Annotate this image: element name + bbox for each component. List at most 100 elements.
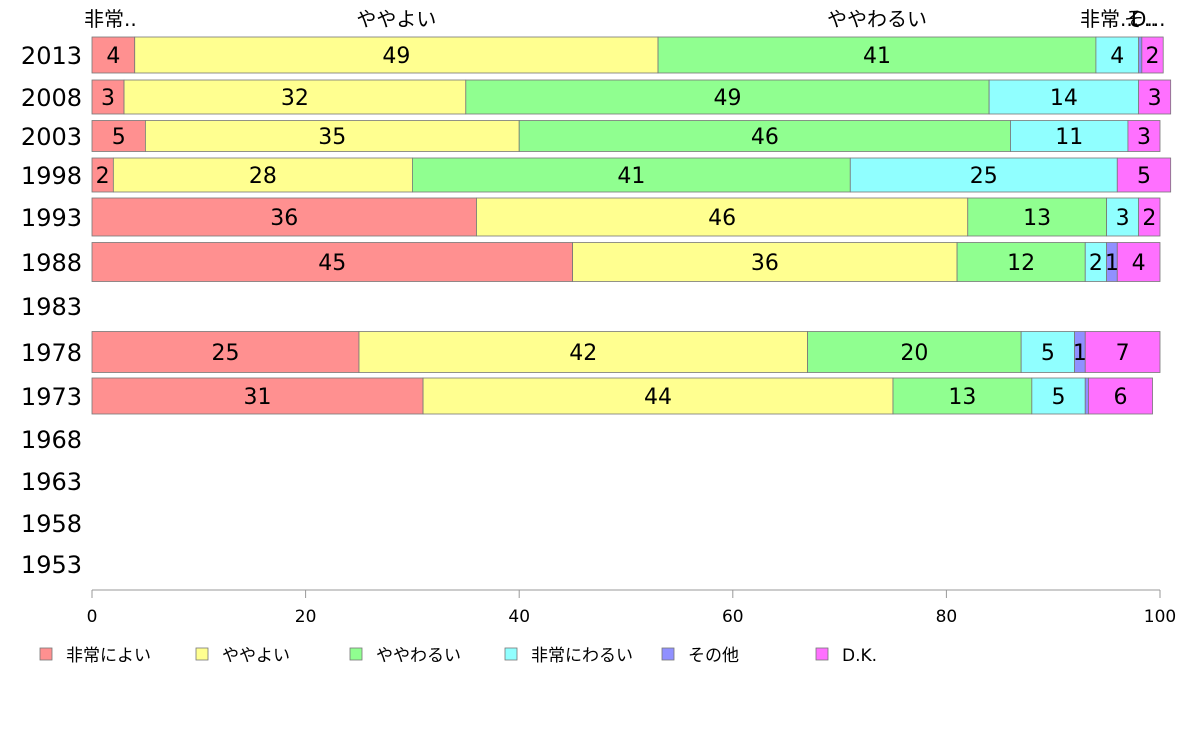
bar-value-label: 3 [1137,125,1151,150]
bar-value-label: 32 [281,86,309,111]
bar-value-label: 1 [1073,341,1087,366]
bar-segment [91,79,125,115]
legend-label: その他 [688,646,739,666]
top-series-label: 非常... [1080,7,1139,31]
bar-value-label: 46 [708,206,736,231]
bar-segment [1138,36,1143,74]
bar-segment [1088,377,1153,415]
bar-segment [465,79,990,115]
bar-value-label: 3 [101,86,115,111]
bar-value-label: 2 [96,164,110,189]
bar-value-label: 13 [948,385,976,410]
legend-label: ややよい [222,646,290,666]
top-series-label: ややよい [356,7,436,31]
bar-value-label: 25 [212,341,240,366]
bar-value-label: 35 [318,125,346,150]
bar-segment [91,120,146,152]
bar-value-label: 1 [1105,251,1119,276]
bar-value-label: 11 [1055,125,1083,150]
bar-value-label: 41 [617,164,645,189]
year-label: 1953 [21,551,82,579]
bar-value-label: 36 [751,251,779,276]
x-tick-label: 60 [722,607,744,627]
year-label: 2008 [21,84,82,112]
legend-swatch [195,647,209,661]
bar-value-label: 36 [270,206,298,231]
x-tick-label: 40 [508,607,530,627]
bar-segment [1138,197,1161,237]
bar-value-label: 6 [1113,385,1127,410]
bar-value-label: 5 [1052,385,1066,410]
bar-segment [807,331,1022,373]
legend-swatch [815,647,829,661]
bar-segment [1010,120,1129,152]
bar-segment [849,157,1118,193]
year-label: 1973 [21,383,82,411]
year-label: 1998 [21,162,82,190]
year-label: 1993 [21,204,82,232]
bar-value-label: 12 [1007,251,1035,276]
bar-segment [144,120,520,152]
bars: 4 49 41 4 23 32 49 14 35 35 46 11 32 28 41 25 536 46 13 3 24… [91,36,1172,415]
bar-segment [1138,79,1172,115]
top-series-label: 非常.. [84,7,137,31]
bar-segment [112,157,413,193]
bar-segment [91,36,136,74]
bar-segment [1116,157,1172,193]
legend-label: 非常にわるい [531,646,633,666]
bar-segment [411,157,851,193]
bar-segment [988,79,1140,115]
top-labels: 非常.. ややよい ややわるい 非常...そ..D... [84,7,1165,31]
bar-segment [91,377,424,415]
bar-value-label: 42 [569,341,597,366]
bar-value-label: 5 [112,125,126,150]
bar-value-label: 14 [1050,86,1078,111]
bar-value-label: 31 [244,385,272,410]
bar-value-label: 4 [1110,44,1124,69]
bar-value-label: 2 [1089,251,1103,276]
bar-value-label: 2 [1146,44,1160,69]
x-tick-label: 0 [87,607,98,627]
bar-value-label: 28 [249,164,277,189]
year-label: 1988 [21,249,82,277]
bar-segment [572,242,958,282]
bar-value-label: 4 [1132,251,1146,276]
year-label: 1978 [21,339,82,367]
year-label: 1958 [21,510,82,538]
legend: 非常によい ややよい ややわるい 非常にわるい その他 D.K. [39,646,877,666]
legend-swatch [39,647,53,661]
x-tick-label: 100 [1144,607,1176,627]
bar-segment [91,242,574,282]
year-labels: 2013 2008 2003 1998 1993 1988 1983 1978 1973 1968… [21,42,82,579]
bar-segment [1116,242,1161,282]
bar-value-label: 44 [644,385,672,410]
bar-segment [1084,377,1089,415]
bar-value-label: 2 [1142,206,1156,231]
bar-segment [892,377,1033,415]
bar-value-label: 13 [1023,206,1051,231]
bar-segment [1141,36,1164,74]
bar-value-label: 46 [751,125,779,150]
year-label: 1968 [21,426,82,454]
legend-swatch [504,647,518,661]
bar-segment [91,331,360,373]
bar-segment [967,197,1108,237]
top-series-label: そ.. [1124,7,1157,31]
legend-label: 非常によい [66,646,151,666]
bar-value-label: 41 [863,44,891,69]
x-tick-label: 20 [295,607,317,627]
bar-segment [422,377,894,415]
year-label: 1963 [21,468,82,496]
year-label: 2003 [21,123,82,151]
x-axis: 0 20 40 60 80 100 [87,589,1176,627]
bar-value-label: 49 [713,86,741,111]
year-label: 1983 [21,293,82,321]
bar-segment [1031,377,1086,415]
x-tick-label: 80 [936,607,958,627]
bar-value-label: 20 [900,341,928,366]
bar-value-label: 5 [1137,164,1151,189]
year-label: 2013 [21,42,82,70]
top-series-label: ややわるい [827,7,927,31]
bar-segment [1127,120,1161,152]
